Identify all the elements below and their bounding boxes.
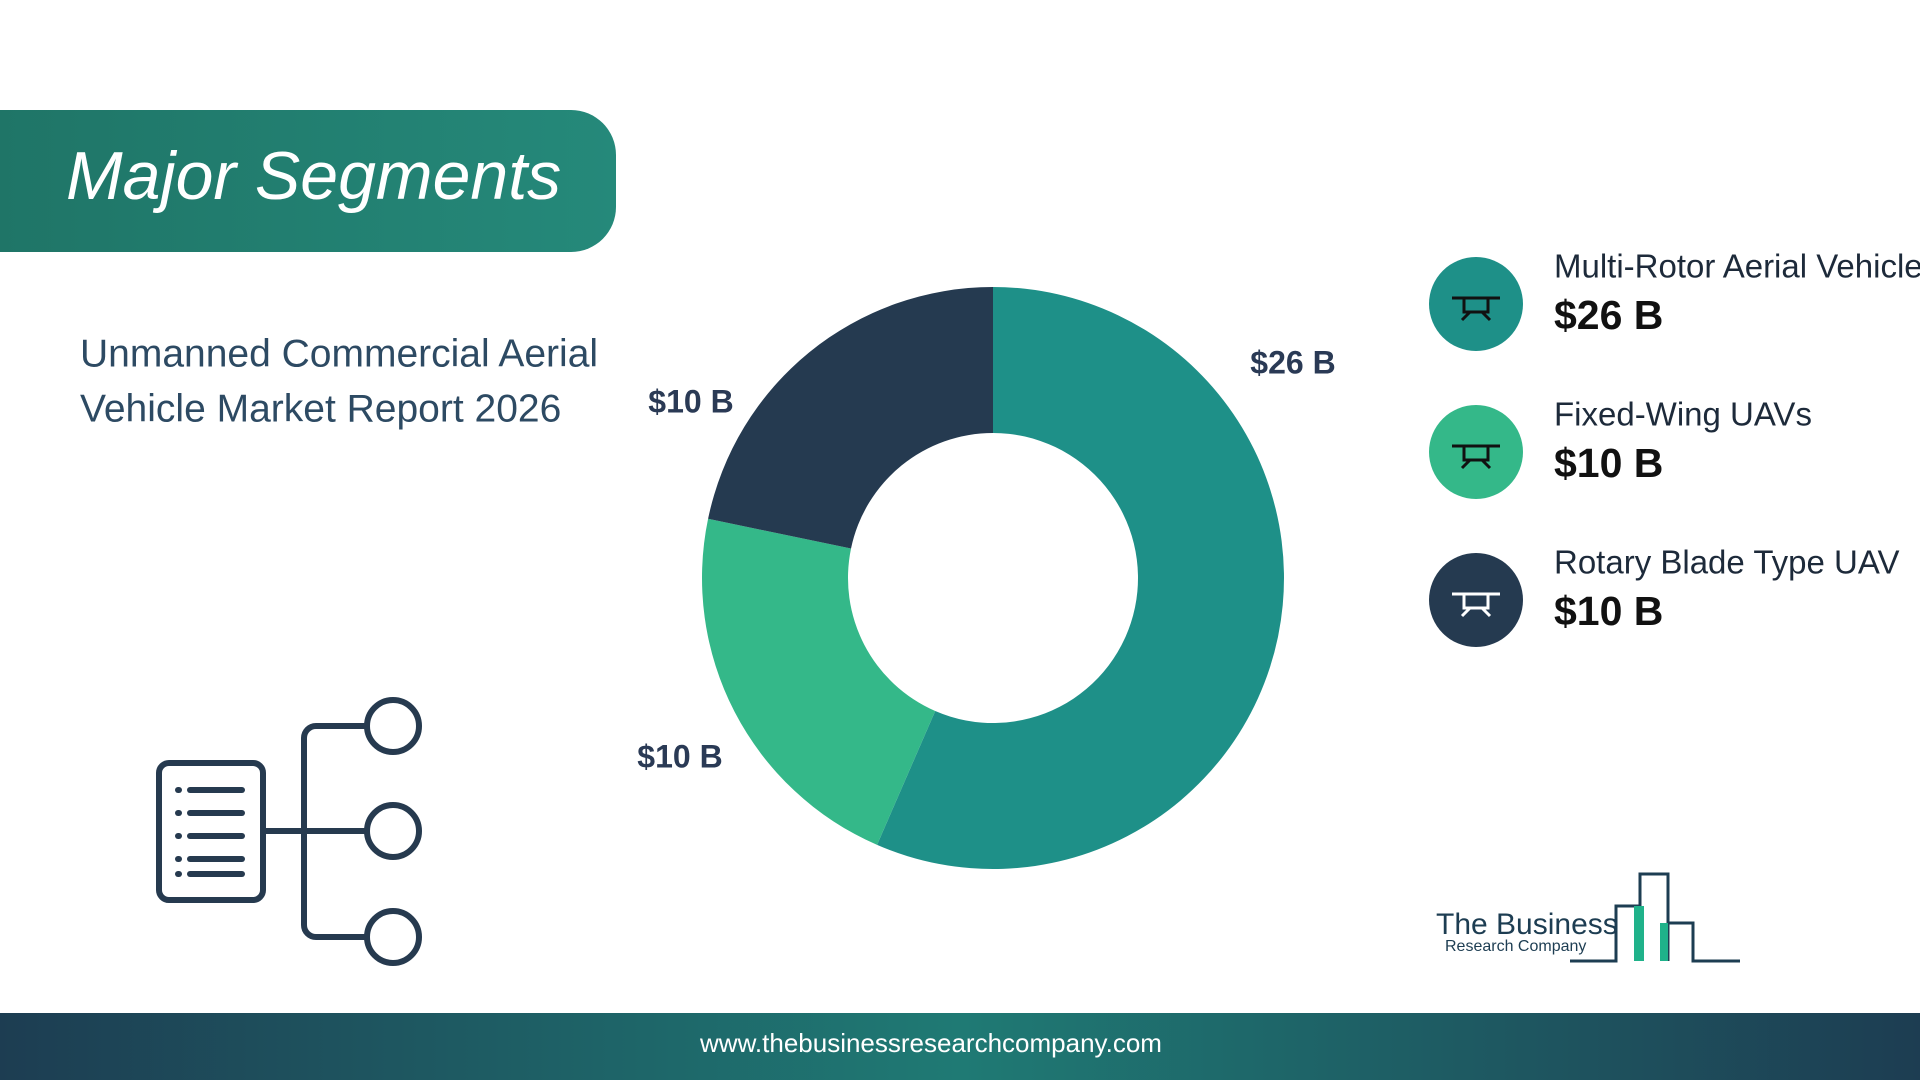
legend: Multi-Rotor Aerial Vehicles $26 B Fixed-Wi… — [1429, 248, 1920, 647]
legend-icon — [1429, 553, 1523, 647]
subtitle: Vehicle Market Report 2026 — [80, 387, 561, 430]
data-label: $10 B — [648, 383, 733, 419]
legend-value: $10 B — [1554, 440, 1663, 486]
legend-glyph — [1452, 296, 1500, 322]
subtitle: Unmanned Commercial Aerial — [80, 332, 598, 375]
legend-value: $10 B — [1554, 588, 1663, 634]
data-label: $10 B — [637, 738, 722, 774]
donut-slice — [708, 286, 993, 549]
legend-label: Fixed-Wing UAVs — [1554, 396, 1812, 433]
legend-glyph — [1452, 592, 1500, 618]
data-label: $26 B — [1250, 344, 1335, 380]
donut-slice — [877, 287, 1284, 869]
legend-icon — [1429, 257, 1523, 351]
logo-text: Research Company — [1445, 938, 1586, 955]
logo-text: The Business — [1436, 908, 1618, 941]
legend-label: Rotary Blade Type UAV — [1554, 544, 1899, 581]
legend-value: $26 B — [1554, 292, 1663, 338]
title: Major Segments — [66, 138, 561, 214]
footer-url: www.thebusinessresearchcompany.com — [699, 1028, 1162, 1058]
legend-icon — [1429, 405, 1523, 499]
legend-label: Multi-Rotor Aerial Vehicles — [1554, 248, 1920, 285]
footer — [0, 1013, 1920, 1080]
donut-slice — [702, 518, 936, 845]
title-banner — [0, 110, 616, 252]
segments-icon — [156, 697, 422, 966]
donut-chart: $26 B $10 B $10 B — [637, 286, 1336, 869]
logo: The Business Research Company — [1436, 872, 1740, 963]
legend-glyph — [1452, 444, 1500, 470]
